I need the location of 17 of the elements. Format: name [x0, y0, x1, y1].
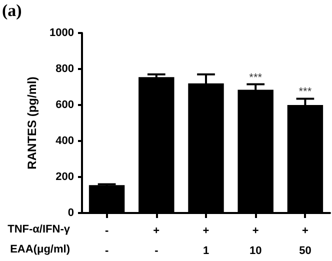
text: EAA(μg/ml): [10, 244, 70, 256]
y-tick-label: 0: [68, 207, 74, 219]
y-tick-label: 200: [56, 171, 74, 183]
y-tick-label: 1000: [50, 27, 74, 39]
x-tick-label: - -: [104, 225, 109, 257]
chart-title: (a): [2, 1, 22, 20]
y-tick-label: 800: [56, 63, 74, 75]
y-tick-label: 400: [56, 135, 74, 147]
annotation: ***: [249, 72, 263, 84]
x-tick-label: + 1: [202, 225, 210, 257]
x-tick-label: + 50: [299, 225, 312, 257]
annotation: ***: [298, 86, 312, 98]
y-tick-label: 600: [56, 99, 74, 111]
text: TNF-α/IFN-γ: [8, 224, 71, 236]
x-tick-label: + -: [153, 225, 160, 257]
y-axis-title: RANTES (pg/ml): [25, 76, 39, 170]
x-tick-label: + 10: [249, 225, 262, 257]
